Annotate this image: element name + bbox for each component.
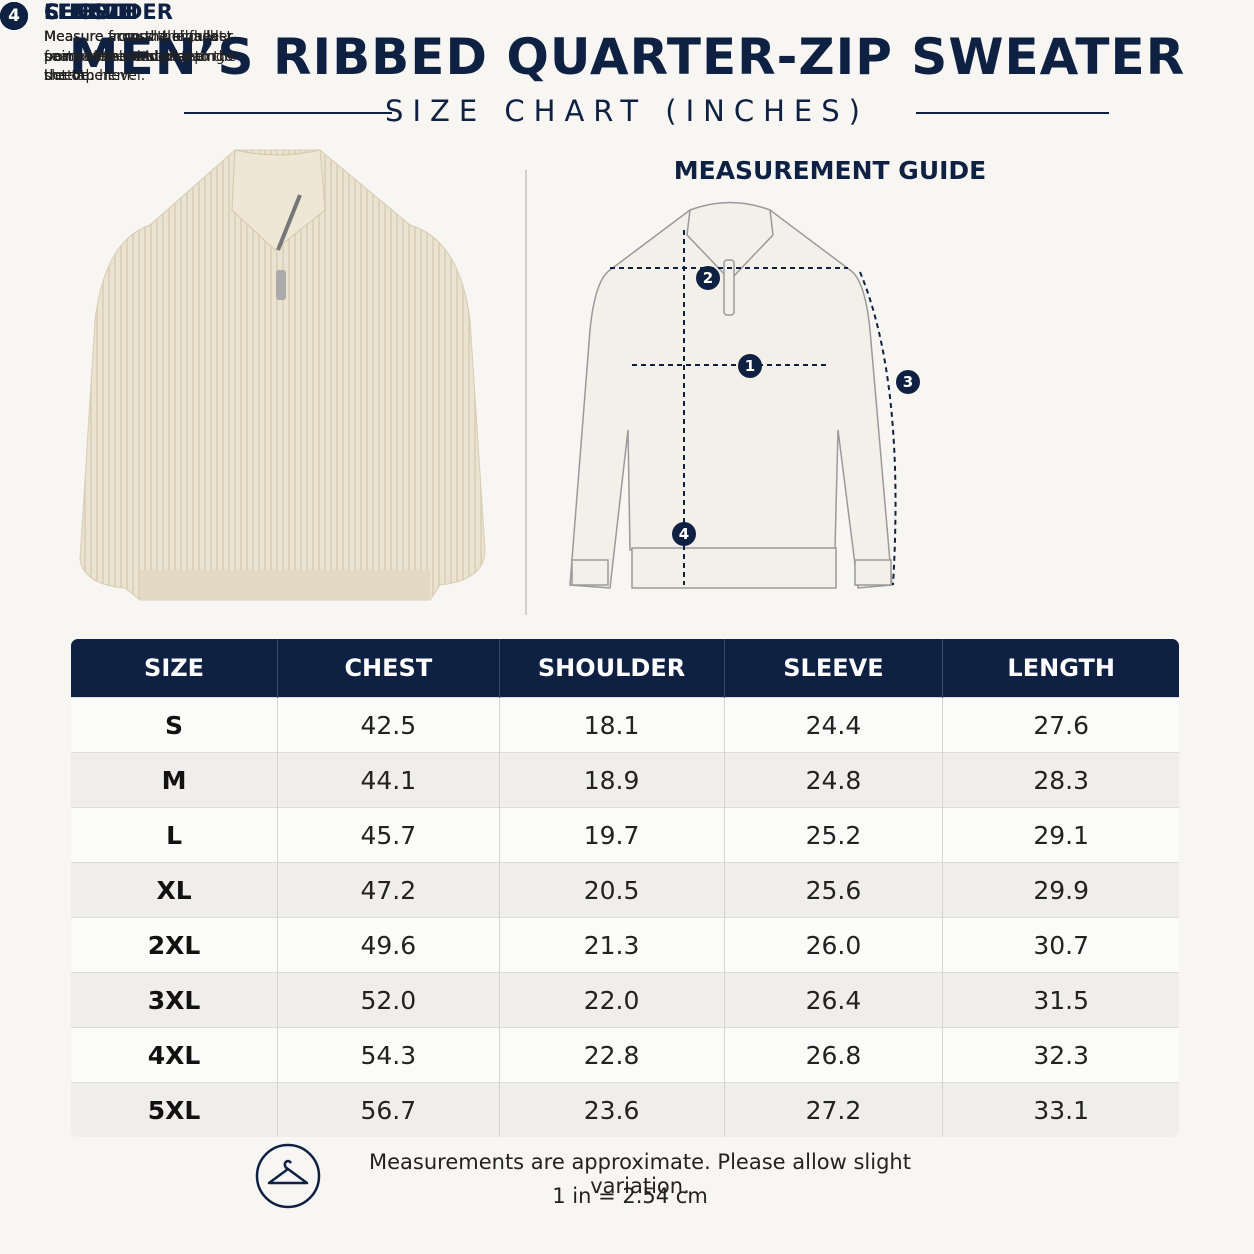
marker-circle	[696, 266, 720, 290]
item-title: SLEEVE	[44, 0, 132, 24]
measurement-cell: 27.6	[942, 697, 1179, 753]
title: MEN’S RIBBED QUARTER-ZIP SWEATER	[68, 28, 1186, 86]
guide-title: MEASUREMENT GUIDE	[673, 156, 987, 185]
measurement-cell: 22.0	[499, 972, 725, 1028]
conversion-note: 1 in = 2.54 cm	[552, 1184, 708, 1208]
table-row: XL 47.2 20.5 25.6 29.9	[71, 862, 1179, 918]
measure-arrows	[610, 230, 897, 586]
measurement-cell: 30.7	[942, 917, 1179, 973]
diagram-marker: 1	[738, 354, 762, 378]
diagram-marker: 3	[896, 370, 920, 394]
column-header: SLEEVE	[724, 639, 944, 698]
measurement-cell: 19.7	[499, 807, 725, 863]
measurement-cell: 23.6	[499, 1082, 725, 1137]
measurement-cell: 28.3	[942, 752, 1179, 808]
sweater-photo	[79, 149, 486, 601]
measurement-cell: 33.1	[942, 1082, 1179, 1137]
marker-number: 2	[703, 269, 713, 287]
measurement-cell: 18.9	[499, 752, 725, 808]
size-table: SIZE CHEST SHOULDER SLEEVE LENGTH S 42.5 18.1 24…	[70, 638, 1180, 1138]
size-cell: 3XL	[71, 972, 279, 1028]
size-cell: S	[71, 697, 279, 753]
marker-circle	[896, 370, 920, 394]
table-row: L 45.7 19.7 25.2 29.1	[71, 807, 1179, 863]
column-header: LENGTH	[942, 639, 1179, 698]
measurement-cell: 44.1	[277, 752, 500, 808]
measurement-cell: 24.8	[724, 752, 944, 808]
illustrations: 1 2 3 4	[79, 149, 920, 615]
marker-circle	[672, 522, 696, 546]
measurement-cell: 24.4	[724, 697, 944, 753]
measurement-cell: 18.1	[499, 697, 725, 753]
measurement-cell: 20.5	[499, 862, 725, 918]
item-title: CHEST	[44, 0, 121, 24]
size-cell: L	[71, 807, 279, 863]
size-cell: M	[71, 752, 279, 808]
table-row: S 42.5 18.1 24.4 27.6	[71, 697, 1179, 753]
diagram-marker: 4	[672, 522, 696, 546]
column-header: SIZE	[71, 639, 279, 698]
hanger-icon	[255, 1143, 321, 1209]
size-cell: 5XL	[71, 1082, 279, 1137]
measurement-cell: 49.6	[277, 917, 500, 973]
table-row: 3XL 52.0 22.0 26.4 31.5	[71, 972, 1179, 1028]
measurement-cell: 32.3	[942, 1027, 1179, 1083]
measurement-cell: 42.5	[277, 697, 500, 753]
size-cell: XL	[71, 862, 279, 918]
size-cell: 4XL	[71, 1027, 279, 1083]
measurement-cell: 26.4	[724, 972, 944, 1028]
footer-note: Measurements are approximate. Please all…	[369, 1150, 911, 1198]
measurement-cell: 29.1	[942, 807, 1179, 863]
measurement-cell: 25.2	[724, 807, 944, 863]
measurement-cell: 29.9	[942, 862, 1179, 918]
diagram-marker: 2	[696, 266, 720, 290]
column-header: CHEST	[277, 639, 500, 698]
table-row: M 44.1 18.9 24.8 28.3	[71, 752, 1179, 808]
item-text: Measure from the highest point of the sh…	[44, 29, 237, 84]
measurement-cell: 26.0	[724, 917, 944, 973]
measurement-cell: 47.2	[277, 862, 500, 918]
number-badge: 4	[0, 2, 28, 30]
measurement-cell: 22.8	[499, 1027, 725, 1083]
marker-number: 1	[745, 357, 755, 375]
marker-number: 3	[903, 373, 913, 391]
item-title: SHOULDER	[44, 0, 173, 24]
rule	[184, 112, 392, 114]
measurement-cell: 21.3	[499, 917, 725, 973]
measurement-cell: 52.0	[277, 972, 500, 1028]
item-text: Measure around the fullest part of the c…	[44, 29, 233, 84]
table-row: 4XL 54.3 22.8 26.8 32.3	[71, 1027, 1179, 1083]
item-title: LENGTH	[44, 0, 139, 24]
item-text: Measure across the back from one shoulde…	[44, 29, 234, 84]
marker-number: 4	[679, 525, 689, 543]
measurement-cell: 54.3	[277, 1027, 500, 1083]
rule	[916, 112, 1109, 114]
measurement-cell: 26.8	[724, 1027, 944, 1083]
table-row: 2XL 49.6 21.3 26.0 30.7	[71, 917, 1179, 973]
measurement-cell: 56.7	[277, 1082, 500, 1137]
measurement-cell: 25.6	[724, 862, 944, 918]
table-row: 5XL 56.7 23.6 27.2 33.1	[71, 1082, 1179, 1137]
size-cell: 2XL	[71, 917, 279, 973]
item-text: Measure from the shoulder seam to the en…	[44, 29, 234, 84]
measurement-cell: 27.2	[724, 1082, 944, 1137]
subtitle: SIZE CHART (INCHES)	[385, 94, 869, 128]
measurement-cell: 45.7	[277, 807, 500, 863]
measurement-cell: 31.5	[942, 972, 1179, 1028]
column-header: SHOULDER	[499, 639, 725, 698]
measurement-diagram	[569, 201, 893, 589]
marker-circle	[738, 354, 762, 378]
